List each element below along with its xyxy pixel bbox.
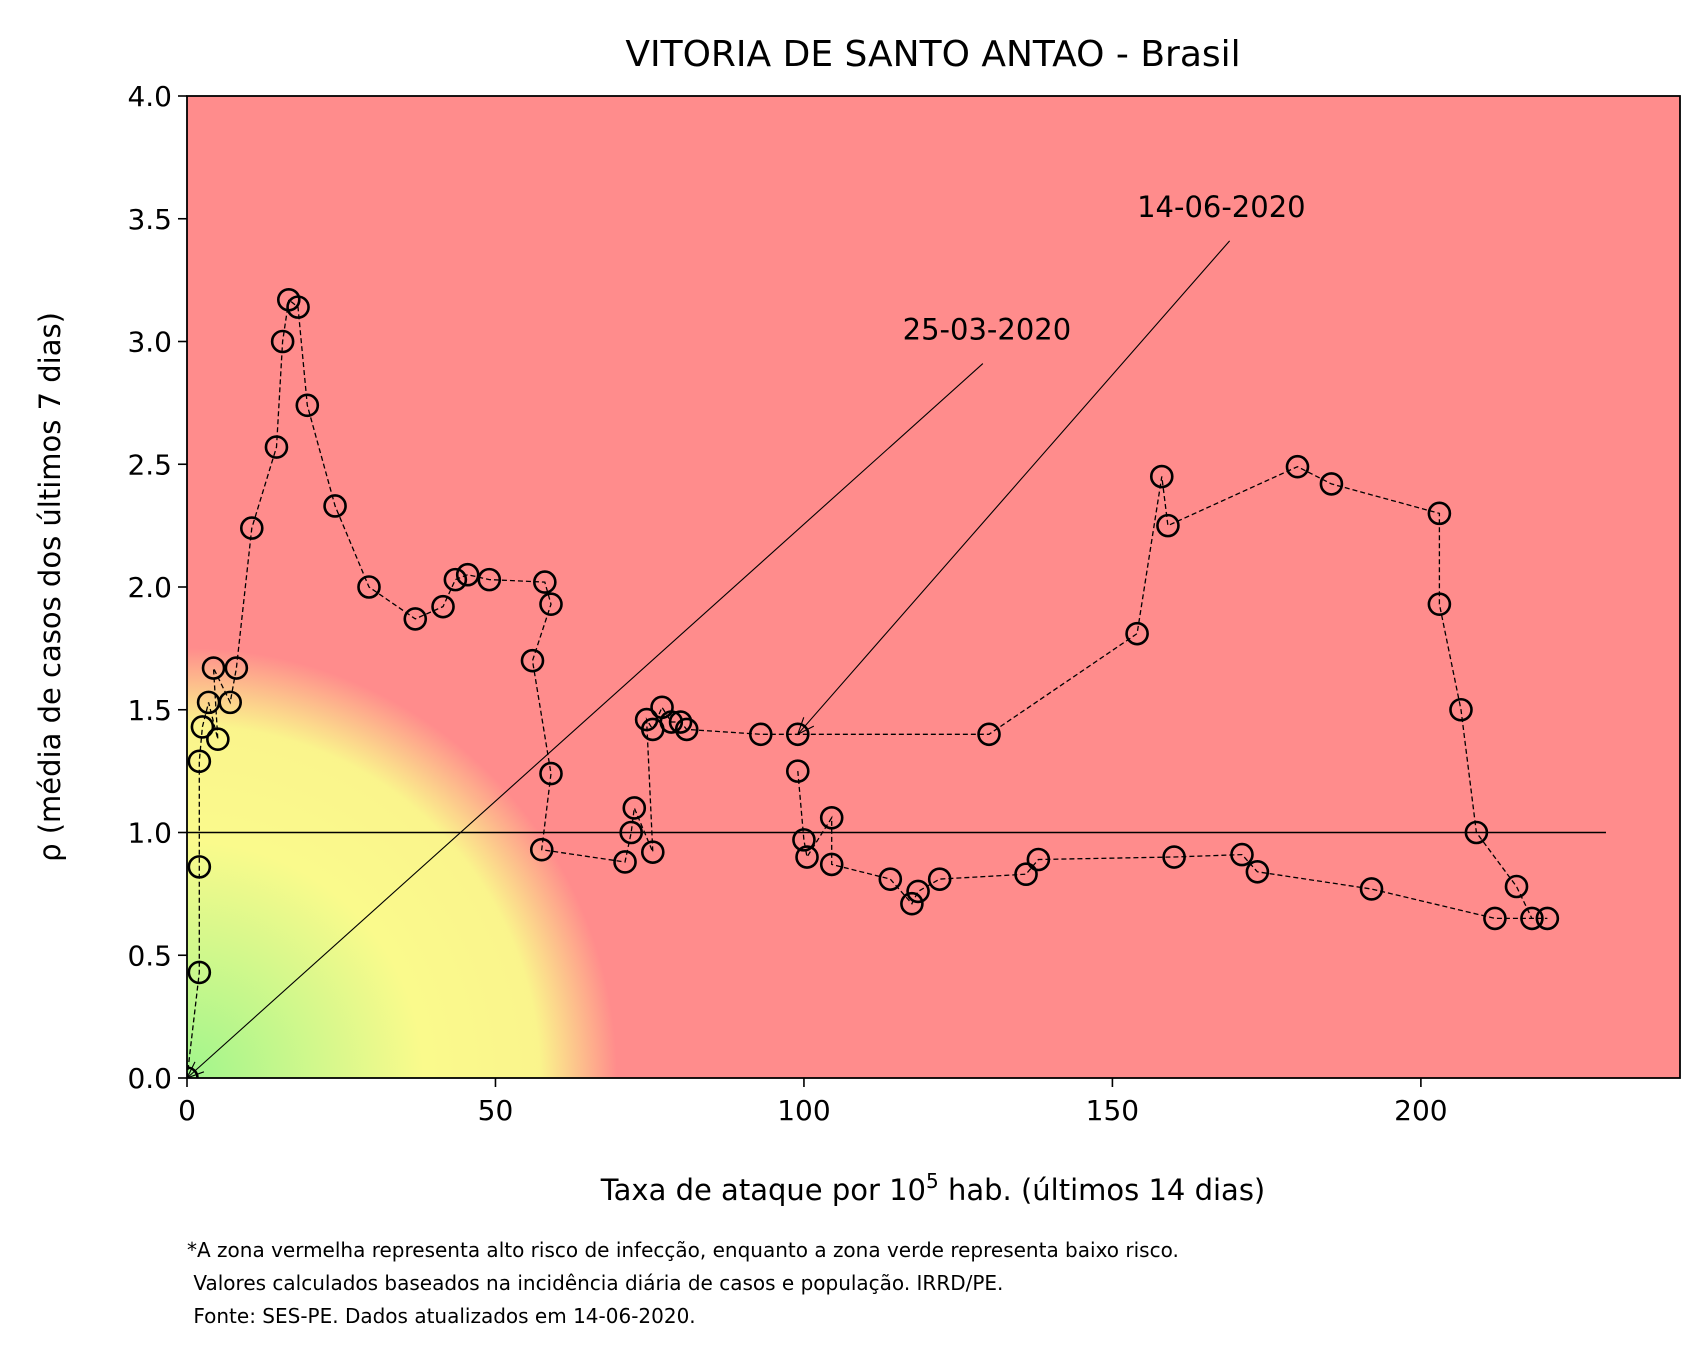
data-point [1125,621,1149,646]
x-tick-label: 100 [777,1094,830,1127]
data-point [187,960,212,985]
data-point [270,329,295,354]
data-point [529,837,554,862]
y-tick-label: 1.5 [127,694,172,727]
data-point [239,516,264,540]
data-point [190,715,215,739]
data-point [539,592,563,616]
annotations: 25-03-2020 14-06-2020 [185,190,1306,1079]
data-point [224,656,249,680]
x-tick-label: 50 [478,1094,514,1127]
data-point [1285,454,1310,479]
data-point [403,607,428,631]
data-point [443,567,468,592]
data-point [640,840,665,864]
annotation-arrow-line [797,240,1231,735]
data-point [323,494,347,518]
y-axis-ticks: 0.0 0.5 1.0 1.5 2.0 2.5 3.0 3.5 4.0 [127,80,187,1095]
data-point [795,845,819,869]
data-point [977,722,1001,747]
data-point [785,722,810,747]
data-point [900,891,924,916]
data-point [785,759,810,783]
data-point [187,855,212,879]
annotation-label: 25-03-2020 [903,313,1072,347]
data-point [1449,697,1473,722]
data-point [1245,859,1270,884]
x-axis-ticks: 0 50 100 150 200 [178,1078,1448,1127]
data-point [1014,862,1038,887]
data-point [533,570,557,594]
data-point [455,562,480,587]
data-point [674,717,699,742]
data-point [659,710,684,734]
data-point [613,850,637,874]
plot-layer [187,287,1606,1078]
data-point [1427,501,1452,526]
data-point [187,749,212,774]
data-point [1427,592,1452,616]
x-axis-label: Taxa de ataque por 105 hab. (últimos 14 … [600,1169,1266,1207]
data-point [668,710,693,734]
data-point [201,656,226,680]
x-tick-label: 200 [1394,1094,1447,1127]
data-point [906,879,930,904]
y-tick-label: 3.0 [127,326,172,359]
low-risk-zone [187,96,1680,1078]
y-tick-label: 2.0 [127,571,172,604]
data-point [206,727,230,752]
data-point [218,690,242,715]
data-point [878,867,903,891]
y-axis-label: ρ (média de casos dos últimos 7 dias) [33,312,67,862]
data-point [539,761,563,786]
data-point [264,435,289,459]
data-point [619,820,643,845]
footnote-line-1: *A zona vermelha representa alto risco d… [187,1238,1179,1262]
data-point [1149,464,1174,489]
data-point [357,575,381,599]
y-tick-label: 1.0 [127,817,172,850]
y-tick-label: 4.0 [127,80,172,113]
chart-title: VITORIA DE SANTO ANTAO - Brasil [625,34,1240,75]
data-point [1504,874,1529,899]
data-point [927,867,952,891]
data-point [431,594,455,619]
data-point [1359,877,1384,901]
x-tick-label: 0 [178,1094,196,1127]
x-tick-label: 150 [1086,1094,1139,1127]
data-point [622,796,647,820]
data-point [792,828,816,852]
annotation-label: 14-06-2020 [1137,190,1306,224]
data-point [819,805,844,830]
footnote-line-3: Fonte: SES-PE. Dados atualizados em 14-0… [187,1304,696,1328]
y-tick-label: 2.5 [127,448,172,481]
data-point [1483,906,1507,931]
y-tick-label: 0.0 [127,1062,172,1095]
data-point [1162,845,1186,869]
data-point [1319,472,1344,496]
data-point [286,295,310,319]
data-point [1230,842,1254,867]
annotation-arrow-head [796,717,815,736]
y-tick-label: 0.5 [127,939,172,972]
y-tick-label: 3.5 [127,203,172,236]
data-point [477,567,502,592]
data-point [1464,820,1489,845]
data-point [748,722,773,747]
series-line [187,298,1548,1078]
data-point [520,648,545,673]
data-point [295,393,320,418]
data-point [1520,906,1544,931]
x-axis-label-suffix: hab. (últimos 14 dias) [939,1173,1266,1207]
x-axis-label-sup: 5 [926,1169,939,1193]
data-point [1156,513,1180,538]
data-point [819,852,844,877]
data-point [1026,847,1051,872]
footnote-line-2: Valores calculados baseados na incidênci… [187,1271,1003,1295]
x-axis-label-prefix: Taxa de ataque por 10 [600,1173,926,1207]
data-point [1535,906,1560,931]
annotation-arrow-line [186,363,984,1079]
